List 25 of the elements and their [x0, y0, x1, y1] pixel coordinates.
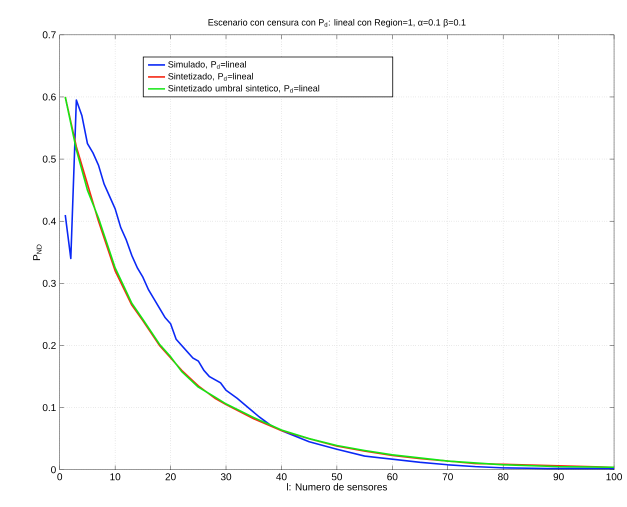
x-tick-label: 40 — [276, 473, 287, 481]
legend-label: Simulado, P$_{d}$=lineal — [168, 61, 246, 69]
y-tick-label: 0.4 — [42, 218, 56, 225]
x-tick-label: 0 — [57, 473, 62, 481]
x-tick-label: 100 — [606, 473, 622, 481]
y-axis-title: P$_{ND}$ — [33, 244, 42, 260]
y-tick-label: 0 — [51, 466, 56, 474]
y-tick-label: 0.6 — [42, 94, 56, 101]
x-axis-title: l: Numero de sensores — [287, 483, 388, 491]
x-tick-label: 50 — [332, 473, 342, 481]
chart-title: Escenario con censura con P$_{d}$: lineal con Region=1, α=0.1 β=0.1 — [208, 19, 466, 28]
x-tick-label: 30 — [220, 473, 232, 481]
x-tick-label: 70 — [442, 473, 453, 481]
y-tick-label: 0.7 — [42, 32, 56, 39]
x-tick-label: 80 — [498, 473, 508, 481]
y-tick-label: 0.3 — [42, 280, 56, 288]
legend-label: Sintetizado umbral sintetico, P$_{d}$=lineal — [168, 85, 320, 93]
x-tick-label: 20 — [166, 473, 176, 481]
x-tick-label: 10 — [110, 473, 120, 481]
y-tick-label: 0.1 — [42, 404, 56, 412]
y-tick-label: 0.5 — [42, 156, 56, 163]
legend-label: Sintetizado, P$_{d}$=lineal — [168, 73, 253, 81]
x-tick-label: 60 — [387, 473, 398, 481]
x-tick-label: 90 — [554, 473, 564, 481]
y-tick-label: 0.2 — [42, 342, 56, 350]
